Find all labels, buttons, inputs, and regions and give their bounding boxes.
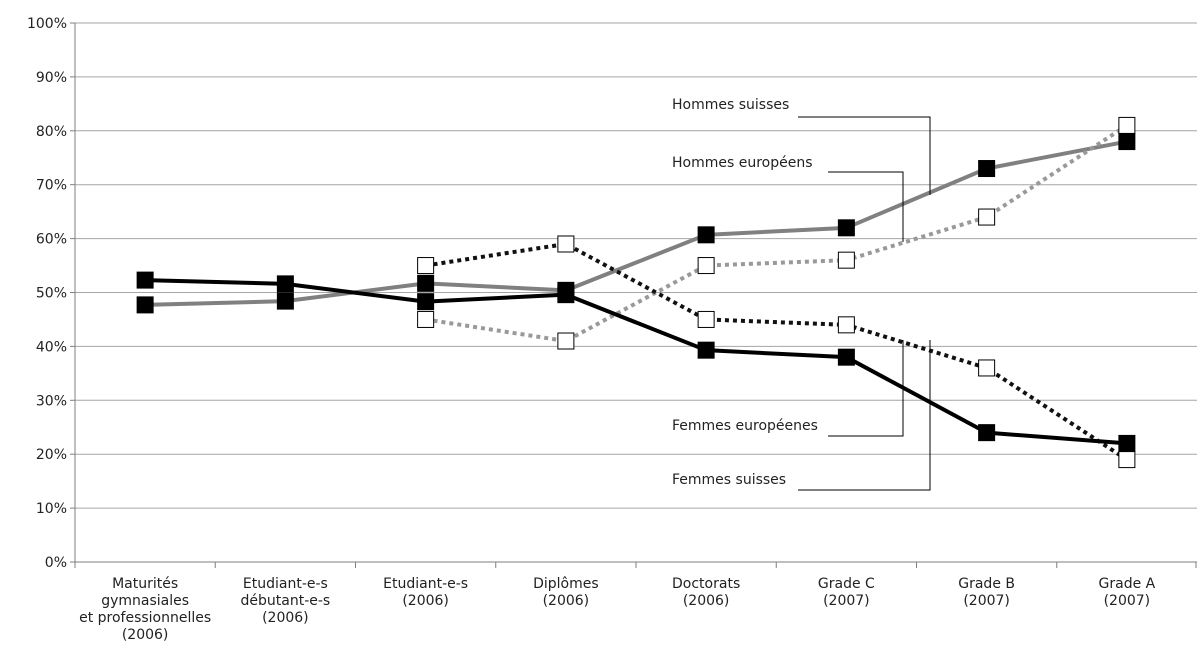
annotations: Hommes suisses Hommes européens Femmes eur… xyxy=(672,97,931,491)
series-0-marker xyxy=(136,296,154,314)
series-3-marker xyxy=(557,286,575,304)
series-2-marker xyxy=(1118,451,1136,469)
y-tick-label: 50% xyxy=(36,286,67,302)
series-markers xyxy=(136,116,1136,469)
y-tick-label: 20% xyxy=(36,447,67,463)
series-lines xyxy=(145,123,1128,462)
annotation-label: Femmes suisses xyxy=(672,472,786,488)
series-1-marker xyxy=(697,257,715,275)
y-tick-label: 70% xyxy=(36,178,67,194)
x-category-label: Maturités gymnasiales et professionnelles(… xyxy=(79,576,211,643)
x-category-label: Grade C (2007) xyxy=(818,576,875,609)
series-1-marker xyxy=(837,251,855,269)
series-2-marker xyxy=(417,257,435,275)
y-tick-label: 60% xyxy=(36,232,67,248)
x-category-label: Etudiant-e-s débutant-e-s (2006) xyxy=(241,576,331,626)
series-3-marker xyxy=(136,271,154,289)
series-3-marker xyxy=(978,424,996,442)
series-3-marker xyxy=(697,341,715,359)
axes xyxy=(70,22,1197,568)
x-category-label: Diplômes (2006) xyxy=(533,576,599,609)
series-line-0 xyxy=(145,139,1128,307)
series-3-marker xyxy=(417,293,435,311)
annotation-leader-line xyxy=(828,340,904,437)
annotation-leader-line xyxy=(828,171,904,242)
series-1-marker xyxy=(978,208,996,226)
series-0-marker xyxy=(978,160,996,178)
series-3-marker xyxy=(1118,434,1136,452)
series-1-marker xyxy=(557,332,575,350)
series-0-marker xyxy=(1118,133,1136,151)
y-tick-label: 40% xyxy=(36,339,67,355)
x-category-label: Grade A (2007) xyxy=(1099,576,1156,609)
series-2-marker xyxy=(557,235,575,253)
series-0-marker xyxy=(276,292,294,310)
x-category-label: Etudiant-e-s (2006) xyxy=(383,576,468,609)
y-tick-labels: 0% 10% 20% 30% 40% 50% 60% 70% 80% 90% 100% xyxy=(27,16,67,571)
annotation-leader-line xyxy=(798,116,931,195)
series-0-marker xyxy=(697,226,715,244)
series-line-1 xyxy=(425,123,1128,344)
y-tick-label: 10% xyxy=(36,501,67,517)
series-2-marker xyxy=(837,316,855,334)
annotation-label: Femmes européenes xyxy=(672,418,818,434)
annotation-label: Hommes suisses xyxy=(672,97,789,113)
series-0-marker xyxy=(417,274,435,292)
series-1-marker xyxy=(1118,116,1136,134)
series-1-marker xyxy=(417,310,435,328)
x-category-label: Doctorats (2006) xyxy=(672,576,740,609)
series-3-marker xyxy=(276,275,294,293)
series-3-marker xyxy=(837,348,855,366)
y-tick-label: 90% xyxy=(36,70,67,86)
series-2-marker xyxy=(978,359,996,377)
y-tick-label: 100% xyxy=(27,16,67,32)
annotation-leader-line xyxy=(798,340,931,491)
x-category-label: Grade B (2007) xyxy=(958,576,1015,609)
series-0-marker xyxy=(837,219,855,237)
grid-lines xyxy=(75,22,1197,509)
series-line-3 xyxy=(145,278,1128,446)
y-tick-label: 80% xyxy=(36,124,67,140)
y-tick-label: 30% xyxy=(36,393,67,409)
annotation-label: Hommes européens xyxy=(672,155,813,171)
x-category-labels: Maturités gymnasiales et professionnelles(… xyxy=(79,576,1156,643)
series-2-marker xyxy=(697,310,715,328)
y-tick-label: 0% xyxy=(45,555,67,571)
series-line-2 xyxy=(425,241,1128,462)
